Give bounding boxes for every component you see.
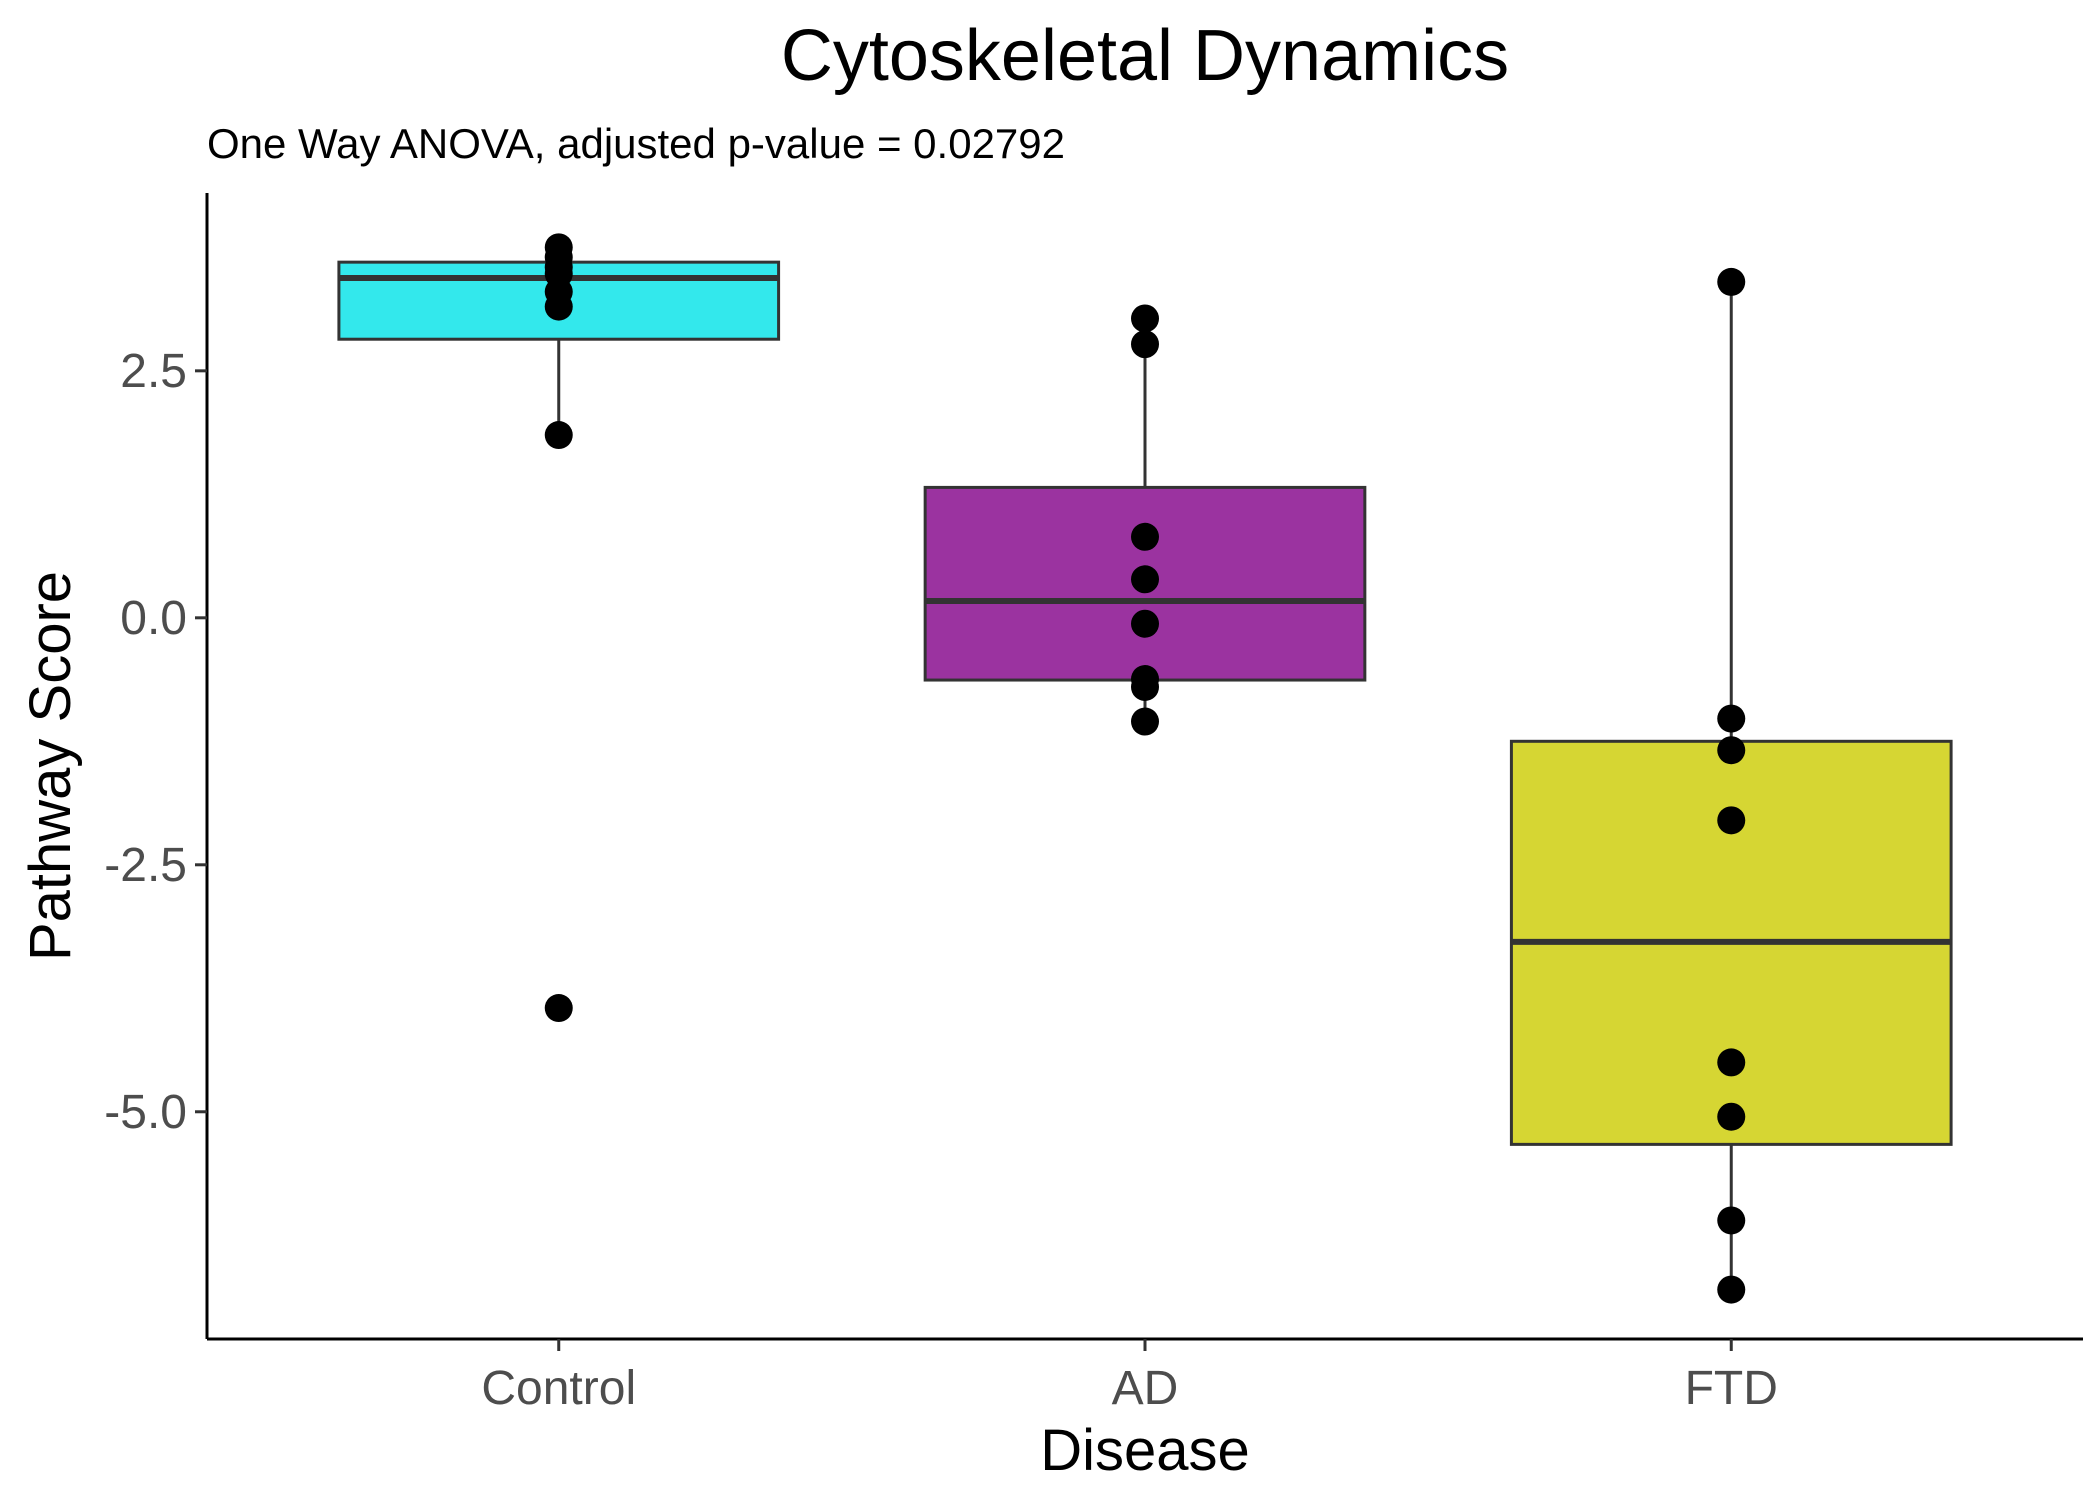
y-tick-label: -5.0 bbox=[104, 1086, 187, 1139]
data-point bbox=[1131, 672, 1159, 701]
data-point bbox=[1131, 304, 1159, 333]
x-axis-ticks: Control AD FTD bbox=[481, 1339, 1778, 1415]
data-point bbox=[1717, 1102, 1746, 1131]
data-point bbox=[1717, 1206, 1746, 1235]
chart-title: Cytoskeletal Dynamics bbox=[781, 16, 1509, 96]
data-point bbox=[1717, 806, 1746, 835]
data-point bbox=[1717, 267, 1746, 296]
points-layer bbox=[544, 233, 1746, 1304]
chart-subtitle: One Way ANOVA, adjusted p-value = 0.0279… bbox=[207, 120, 1065, 167]
boxes-layer bbox=[337, 247, 1953, 1290]
x-tick-label: AD bbox=[1112, 1362, 1179, 1415]
x-axis-title: Disease bbox=[1040, 1418, 1250, 1483]
x-tick-label: Control bbox=[481, 1362, 636, 1415]
data-point bbox=[1717, 1275, 1746, 1304]
data-point bbox=[1131, 609, 1159, 638]
data-point bbox=[544, 421, 573, 450]
box-ad bbox=[923, 318, 1367, 722]
y-tick-label: 0.0 bbox=[120, 592, 187, 645]
data-point bbox=[1131, 565, 1159, 594]
data-point bbox=[1131, 522, 1159, 551]
data-point bbox=[1131, 330, 1159, 359]
data-point bbox=[1717, 1048, 1746, 1077]
data-point bbox=[1131, 707, 1159, 736]
y-tick-label: 2.5 bbox=[120, 345, 187, 398]
data-point bbox=[544, 994, 573, 1023]
y-tick-label: -2.5 bbox=[104, 839, 187, 892]
y-axis-title: Pathway Score bbox=[18, 571, 83, 961]
data-point bbox=[1717, 704, 1746, 733]
data-point bbox=[544, 292, 573, 321]
box-ftd bbox=[1509, 281, 1953, 1290]
x-tick-label: FTD bbox=[1685, 1362, 1778, 1415]
y-axis-ticks: -5.0 -2.5 0.0 2.5 bbox=[104, 345, 207, 1139]
data-point bbox=[1717, 736, 1746, 765]
